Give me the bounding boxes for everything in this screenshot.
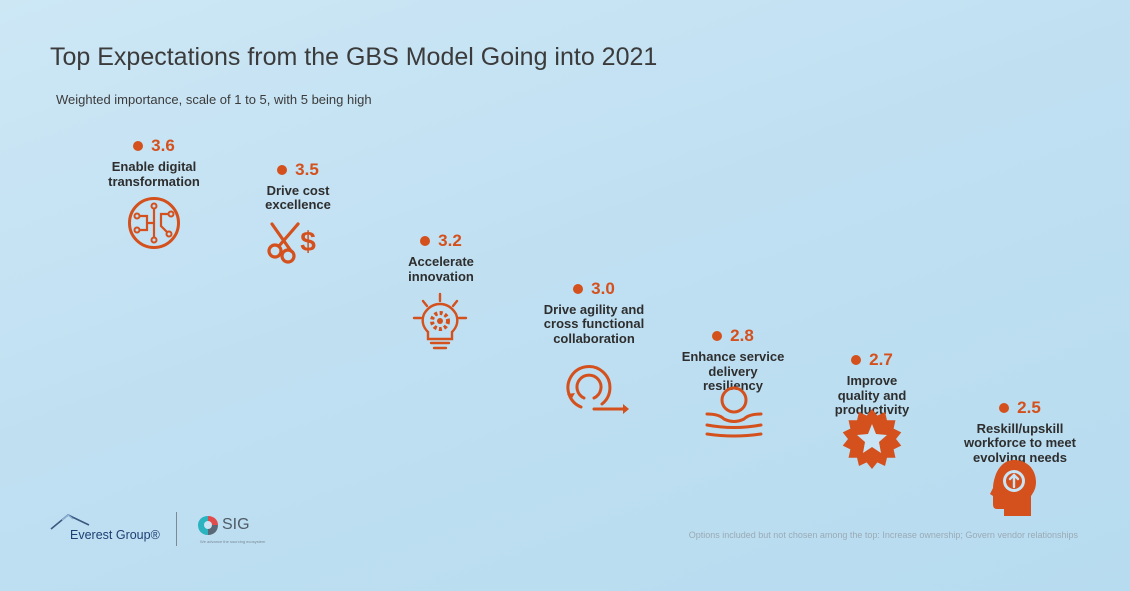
data-point: 2.8 Enhance service delivery resiliency: [658, 326, 808, 394]
star-badge-icon: [842, 409, 902, 469]
chart-subtitle: Weighted importance, scale of 1 to 5, wi…: [56, 92, 372, 107]
value-label: 3.2: [438, 231, 462, 251]
sig-emblem-icon: [198, 516, 218, 535]
head-arrow-icon: [990, 460, 1036, 516]
lightbulb-gear-icon: [412, 292, 468, 350]
category-label: Drive cost excellence: [265, 182, 331, 213]
category-label: Enhance service delivery resiliency: [681, 349, 785, 394]
scissors-dollar-icon: $: [267, 222, 316, 264]
circular-arrows-icon: [566, 365, 629, 414]
data-point: 3.0 Drive agility and cross functional co…: [519, 279, 669, 347]
value-marker: [999, 402, 1010, 413]
data-point: 2.5 Reskill/upskill workforce to meet evo…: [945, 398, 1095, 466]
sig-tagline: We advance the sourcing ecosystem: [200, 539, 266, 544]
value-label: 3.6: [151, 136, 175, 155]
value-row: 3.0: [519, 279, 669, 299]
value-label: 2.5: [1017, 397, 1041, 417]
sig-text: SIG: [222, 516, 250, 533]
value-label: 3.0: [591, 278, 615, 298]
ball-on-wave-icon: [705, 386, 763, 438]
svg-text:$: $: [300, 226, 316, 257]
value-marker: [851, 355, 862, 366]
value-label: 2.7: [869, 350, 893, 370]
value-marker: [712, 331, 723, 342]
value-marker: [277, 164, 288, 175]
value-marker: [420, 236, 431, 247]
data-point: 3.6 Enable digital transformation: [79, 136, 229, 189]
category-label: Improve quality and productivity: [835, 373, 909, 417]
category-label: Accelerate innovation: [408, 254, 474, 284]
sig-logo: SIG We advance the sourcing ecosystem: [196, 514, 276, 548]
value-row: 3.5: [223, 160, 373, 180]
everest-group-text: Everest Group®: [70, 528, 160, 542]
logo-divider: [176, 512, 177, 546]
category-label: Enable digital transformation: [108, 159, 200, 189]
circuit-icon: [128, 197, 180, 249]
footnote: Options included but not chosen among th…: [688, 530, 1078, 540]
chart-title: Top Expectations from the GBS Model Goin…: [50, 43, 658, 71]
value-row: 3.6: [79, 136, 229, 156]
category-label: Reskill/upskill workforce to meet evolvi…: [964, 420, 1076, 465]
value-label: 3.5: [295, 159, 319, 179]
mountain-icon: [50, 514, 90, 530]
value-marker: [573, 283, 584, 294]
data-point: 3.2 Accelerate innovation: [366, 231, 516, 284]
value-row: 2.7: [797, 350, 947, 370]
value-row: 3.2: [366, 231, 516, 251]
value-row: 2.5: [945, 398, 1095, 418]
data-point: 2.7 Improve quality and productivity: [797, 350, 947, 418]
value-marker: [133, 141, 144, 151]
everest-group-logo: Everest Group®: [50, 512, 165, 548]
data-point: 3.5 Drive cost excellence: [223, 160, 373, 213]
value-row: 2.8: [658, 326, 808, 346]
value-label: 2.8: [730, 326, 754, 346]
category-label: Drive agility and cross functional colla…: [543, 301, 645, 346]
